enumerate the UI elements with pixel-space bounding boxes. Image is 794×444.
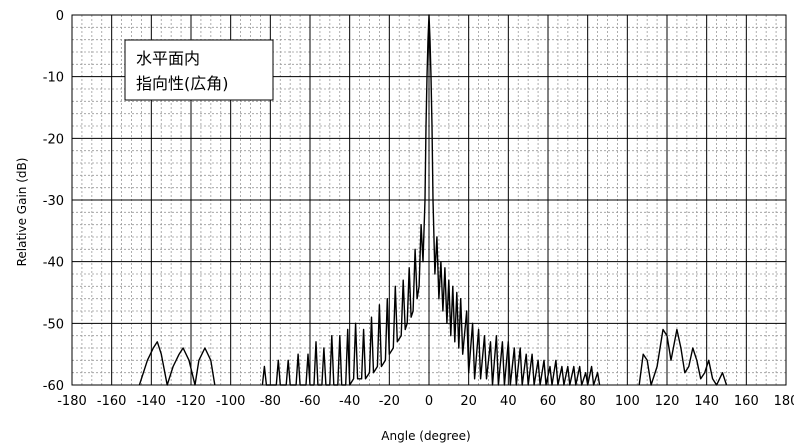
y-tick-label: -30: [43, 194, 64, 209]
series-line: [638, 328, 728, 386]
x-tick-label: -140: [137, 394, 167, 409]
x-tick-label: 100: [615, 394, 640, 409]
y-tick-label: -20: [43, 132, 64, 147]
series-line: [138, 341, 216, 386]
y-tick-label: 0: [56, 9, 64, 24]
x-tick-labels: -180 -160 -140 -120 -100 -80 -60 -40 -20 0 20 40 60 8…: [57, 394, 794, 409]
x-tick-label: -100: [216, 394, 246, 409]
series-layer: [138, 14, 728, 386]
y-tick-labels: 0 -10 -20 -30 -40 -50 -60: [43, 9, 64, 394]
x-axis-label: Angle (degree): [381, 429, 470, 443]
x-tick-label: -60: [299, 394, 320, 409]
y-tick-label: -50: [43, 317, 64, 332]
annotation-line-2: 指向性(広角): [136, 74, 229, 93]
y-axis-label: Relative Gain (dB): [15, 158, 29, 267]
x-tick-label: 120: [655, 394, 680, 409]
y-tick-label: -10: [43, 71, 64, 86]
x-tick-label: 60: [540, 394, 557, 409]
x-tick-label: 80: [579, 394, 596, 409]
x-tick-label: -120: [176, 394, 206, 409]
x-tick-label: -160: [97, 394, 127, 409]
x-tick-label: 0: [425, 394, 433, 409]
plot-frame: [71, 14, 787, 386]
series-line: [261, 14, 601, 386]
annotation-line-1: 水平面内: [136, 49, 200, 68]
y-tick-label: -60: [43, 379, 64, 394]
x-tick-label: 20: [460, 394, 477, 409]
x-tick-label: 180: [774, 394, 794, 409]
x-tick-label: 40: [500, 394, 517, 409]
x-tick-label: -20: [379, 394, 400, 409]
x-tick-label: 140: [694, 394, 719, 409]
annotation-box: 水平面内 指向性(広角): [124, 39, 274, 101]
x-tick-label: -80: [260, 394, 281, 409]
annotation-frame: [124, 39, 274, 101]
x-tick-label: -180: [57, 394, 87, 409]
y-tick-label: -40: [43, 256, 64, 271]
x-tick-label: 160: [734, 394, 759, 409]
x-tick-label: -40: [339, 394, 360, 409]
